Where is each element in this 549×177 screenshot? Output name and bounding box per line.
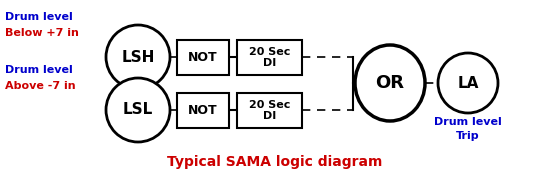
Text: OR: OR [376,74,405,92]
Text: Typical SAMA logic diagram: Typical SAMA logic diagram [167,155,382,169]
Ellipse shape [106,78,170,142]
Text: LSH: LSH [121,50,155,64]
Text: Drum level: Drum level [434,117,502,127]
Bar [177,40,229,75]
Text: Below +7 in: Below +7 in [5,28,79,38]
Text: LA: LA [457,76,479,90]
Ellipse shape [438,53,498,113]
Bar [237,93,302,128]
Bar [177,93,229,128]
Text: NOT: NOT [188,51,218,64]
Text: Drum level: Drum level [5,12,73,22]
Text: Trip: Trip [456,131,480,141]
Text: NOT: NOT [188,104,218,117]
Text: 20 Sec
DI: 20 Sec DI [249,100,290,121]
Text: Drum level: Drum level [5,65,73,75]
Ellipse shape [355,45,425,121]
Text: Above -7 in: Above -7 in [5,81,76,91]
Bar [237,40,302,75]
Text: 20 Sec
DI: 20 Sec DI [249,47,290,68]
Text: LSL: LSL [123,102,153,118]
Ellipse shape [106,25,170,89]
